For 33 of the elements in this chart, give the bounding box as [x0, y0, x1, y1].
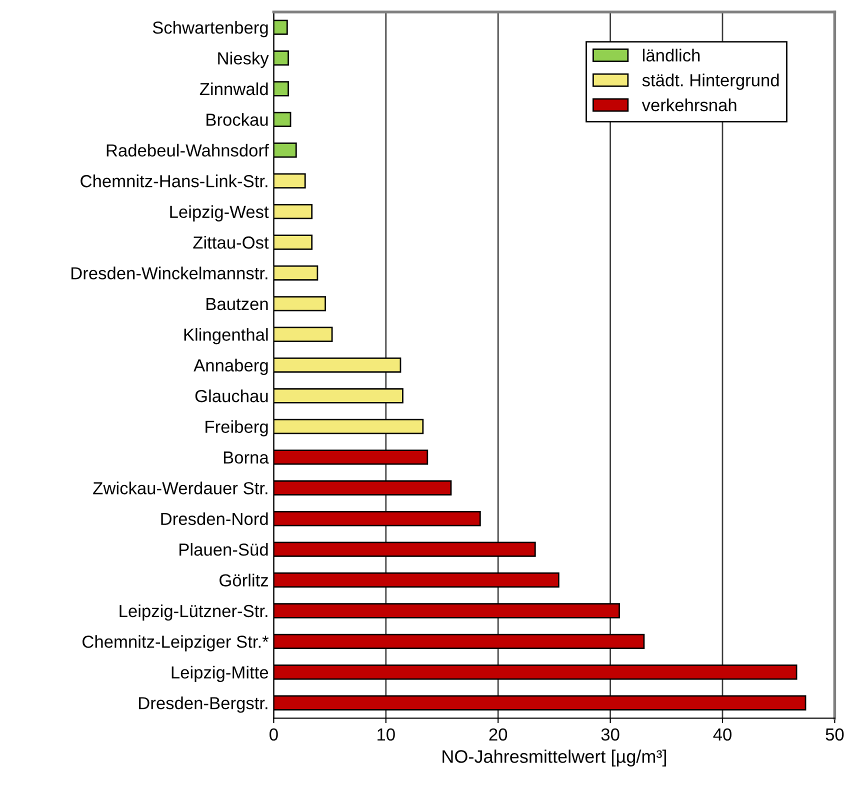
y-tick-label: Niesky [218, 52, 269, 68]
y-tick-label: Chemnitz-Leipziger Str.* [82, 635, 269, 652]
y-tick-label: Leipzig-West [170, 205, 269, 222]
x-tick-label: 20 [489, 728, 508, 741]
y-tick-label: Annaberg [194, 358, 268, 375]
y-tick-label: Chemnitz-Hans-Link-Str. [80, 174, 268, 188]
x-tick-label: 0 [270, 728, 278, 741]
y-tick-label: Zittau-Ost [193, 236, 269, 249]
y-tick-label: Zinnwald [200, 82, 268, 96]
x-tick-label: 40 [713, 728, 732, 741]
y-tick-label: Dresden-Winckelmannstr. [72, 266, 268, 280]
y-tick-label: Freiberg [206, 420, 268, 436]
y-tick-label: Plauen-Süd [180, 543, 268, 556]
y-tick-label: Radebeul-Wahnsdorf [106, 144, 269, 157]
y-tick-label: Bautzen [206, 298, 268, 310]
legend-label: ländlich [642, 48, 700, 62]
legend-label: städt. Hintergrund [642, 74, 779, 90]
x-axis-title: NO-Jahresmittelwert [µg/m³] [442, 750, 666, 766]
y-tick-label: Dresden-Nord [161, 512, 268, 526]
y-tick-label: Görlitz [220, 574, 268, 586]
y-tick-label: Brockau [206, 113, 268, 126]
x-tick-label: 30 [601, 728, 620, 741]
x-tick-label: 50 [826, 728, 844, 741]
y-tick-label: Leipzig-Lützner-Str. [120, 604, 268, 621]
y-tick-label: Glauchau [195, 390, 268, 402]
y-tick-label: Schwartenberg [152, 21, 268, 38]
x-tick-label: 10 [378, 728, 395, 741]
y-tick-label: Borna [224, 452, 269, 464]
y-tick-label: Klingenthal [184, 328, 268, 344]
y-tick-label: Zwickau-Werdauer Str. [93, 482, 268, 494]
y-tick-label: Leipzig-Mitte [172, 666, 268, 682]
y-tick-label: Dresden-Bergstr. [139, 696, 268, 713]
legend-label: verkehrsnah [642, 98, 736, 112]
